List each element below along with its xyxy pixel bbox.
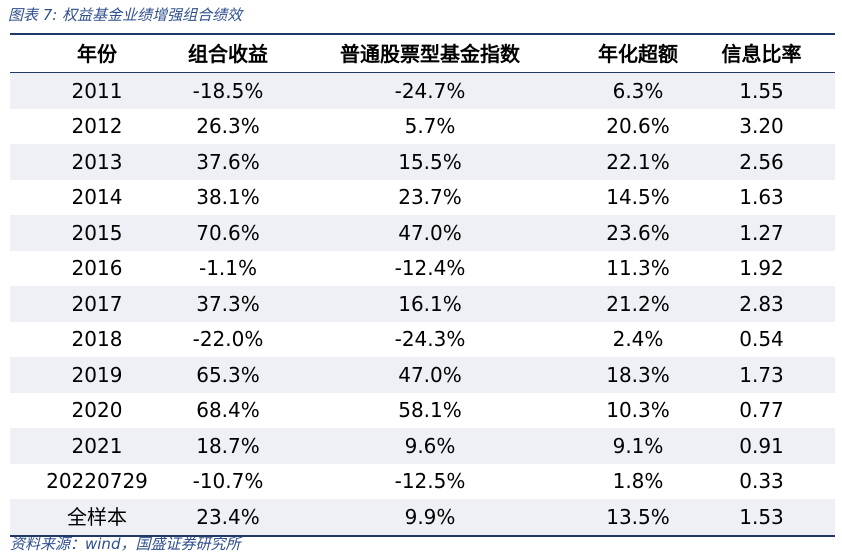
annual-excess-cell: 9.1% (612, 433, 664, 458)
figure-caption: 图表 7: 权益基金业绩增强组合绩效 (8, 6, 243, 24)
year-cell: 2016 (71, 256, 123, 281)
table-row: 2014 38.1% 23.7% 14.5% 1.63 (10, 180, 835, 216)
benchmark-index-cell: -24.7% (394, 78, 466, 103)
annual-excess-cell: 10.3% (606, 398, 670, 423)
information-ratio-cell: 0.91 (739, 433, 784, 458)
annual-excess-cell: 6.3% (612, 78, 664, 103)
year-cell: 2018 (71, 327, 123, 352)
portfolio-return-cell: 65.3% (196, 362, 260, 387)
table-body: 2011 -18.5% -24.7% 6.3% 1.55 2012 26.3% 5.7% 20.… (10, 73, 835, 535)
performance-table: 年份 组合收益 普通股票型基金指数 年化超额 信息比率 2011 -18.5% -2… (10, 33, 835, 537)
annual-excess-cell: 20.6% (606, 114, 670, 139)
benchmark-index-cell: 47.0% (398, 220, 462, 245)
portfolio-return-cell: -1.1% (198, 256, 258, 281)
table-row: 2020 68.4% 58.1% 10.3% 0.77 (10, 393, 835, 429)
table-row: 2016 -1.1% -12.4% 11.3% 1.92 (10, 251, 835, 287)
benchmark-index-cell: 9.6% (404, 433, 456, 458)
benchmark-index-cell: 47.0% (398, 362, 462, 387)
information-ratio-cell: 1.27 (739, 220, 784, 245)
annual-excess-cell: 18.3% (606, 362, 670, 387)
information-ratio-cell: 1.73 (739, 362, 784, 387)
year-cell: 20220729 (46, 469, 148, 494)
year-cell: 全样本 (67, 504, 127, 529)
benchmark-index-cell: 58.1% (398, 398, 462, 423)
portfolio-return-cell: 37.3% (196, 291, 260, 316)
table-row: 2019 65.3% 47.0% 18.3% 1.73 (10, 357, 835, 393)
year-cell: 2015 (71, 220, 123, 245)
portfolio-return-cell: 68.4% (196, 398, 260, 423)
annual-excess-cell: 2.4% (612, 327, 664, 352)
portfolio-return-cell: 23.4% (196, 504, 260, 529)
benchmark-index-cell: -12.5% (394, 469, 466, 494)
portfolio-return-cell: 37.6% (196, 149, 260, 174)
benchmark-index-cell: 15.5% (398, 149, 462, 174)
portfolio-return-cell: 70.6% (196, 220, 260, 245)
header-year: 年份 (77, 41, 117, 66)
annual-excess-cell: 1.8% (612, 469, 664, 494)
year-cell: 2017 (71, 291, 123, 316)
information-ratio-cell: 2.83 (739, 291, 784, 316)
header-benchmark-index: 普通股票型基金指数 (340, 41, 520, 66)
year-cell: 2020 (71, 398, 123, 423)
information-ratio-cell: 0.77 (739, 398, 784, 423)
information-ratio-cell: 0.33 (739, 469, 784, 494)
benchmark-index-cell: 23.7% (398, 185, 462, 210)
portfolio-return-cell: -18.5% (192, 78, 264, 103)
table-row: 全样本 23.4% 9.9% 13.5% 1.53 (10, 499, 835, 535)
information-ratio-cell: 0.54 (739, 327, 784, 352)
benchmark-index-cell: 16.1% (398, 291, 462, 316)
table-row: 2011 -18.5% -24.7% 6.3% 1.55 (10, 73, 835, 109)
table-header-row: 年份 组合收益 普通股票型基金指数 年化超额 信息比率 (10, 35, 835, 73)
benchmark-index-cell: -12.4% (394, 256, 466, 281)
table-row: 2012 26.3% 5.7% 20.6% 3.20 (10, 109, 835, 145)
information-ratio-cell: 1.55 (739, 78, 784, 103)
year-cell: 2012 (71, 114, 123, 139)
benchmark-index-cell: 5.7% (404, 114, 456, 139)
information-ratio-cell: 1.92 (739, 256, 784, 281)
header-information-ratio: 信息比率 (721, 41, 802, 66)
annual-excess-cell: 14.5% (606, 185, 670, 210)
portfolio-return-cell: 38.1% (196, 185, 260, 210)
year-cell: 2019 (71, 362, 123, 387)
portfolio-return-cell: -10.7% (192, 469, 264, 494)
source-note: 资料来源：wind，国盛证券研究所 (10, 535, 241, 553)
header-annual-excess: 年化超额 (598, 41, 678, 66)
table-row: 2018 -22.0% -24.3% 2.4% 0.54 (10, 322, 835, 358)
information-ratio-cell: 3.20 (739, 114, 784, 139)
table-row: 2013 37.6% 15.5% 22.1% 2.56 (10, 144, 835, 180)
information-ratio-cell: 1.53 (739, 504, 784, 529)
year-cell: 2014 (71, 185, 123, 210)
annual-excess-cell: 11.3% (606, 256, 670, 281)
annual-excess-cell: 13.5% (606, 504, 670, 529)
year-cell: 2021 (71, 433, 123, 458)
annual-excess-cell: 23.6% (606, 220, 670, 245)
table-row: 2015 70.6% 47.0% 23.6% 1.27 (10, 215, 835, 251)
benchmark-index-cell: -24.3% (394, 327, 466, 352)
table-row: 2021 18.7% 9.6% 9.1% 0.91 (10, 428, 835, 464)
table-row: 2017 37.3% 16.1% 21.2% 2.83 (10, 286, 835, 322)
year-cell: 2011 (71, 78, 123, 103)
information-ratio-cell: 2.56 (739, 149, 784, 174)
header-portfolio-return: 组合收益 (188, 41, 268, 66)
portfolio-return-cell: -22.0% (192, 327, 264, 352)
portfolio-return-cell: 18.7% (196, 433, 260, 458)
table-row: 20220729 -10.7% -12.5% 1.8% 0.33 (10, 464, 835, 500)
information-ratio-cell: 1.63 (739, 185, 784, 210)
annual-excess-cell: 21.2% (606, 291, 670, 316)
annual-excess-cell: 22.1% (606, 149, 670, 174)
benchmark-index-cell: 9.9% (404, 504, 456, 529)
year-cell: 2013 (71, 149, 123, 174)
portfolio-return-cell: 26.3% (196, 114, 260, 139)
